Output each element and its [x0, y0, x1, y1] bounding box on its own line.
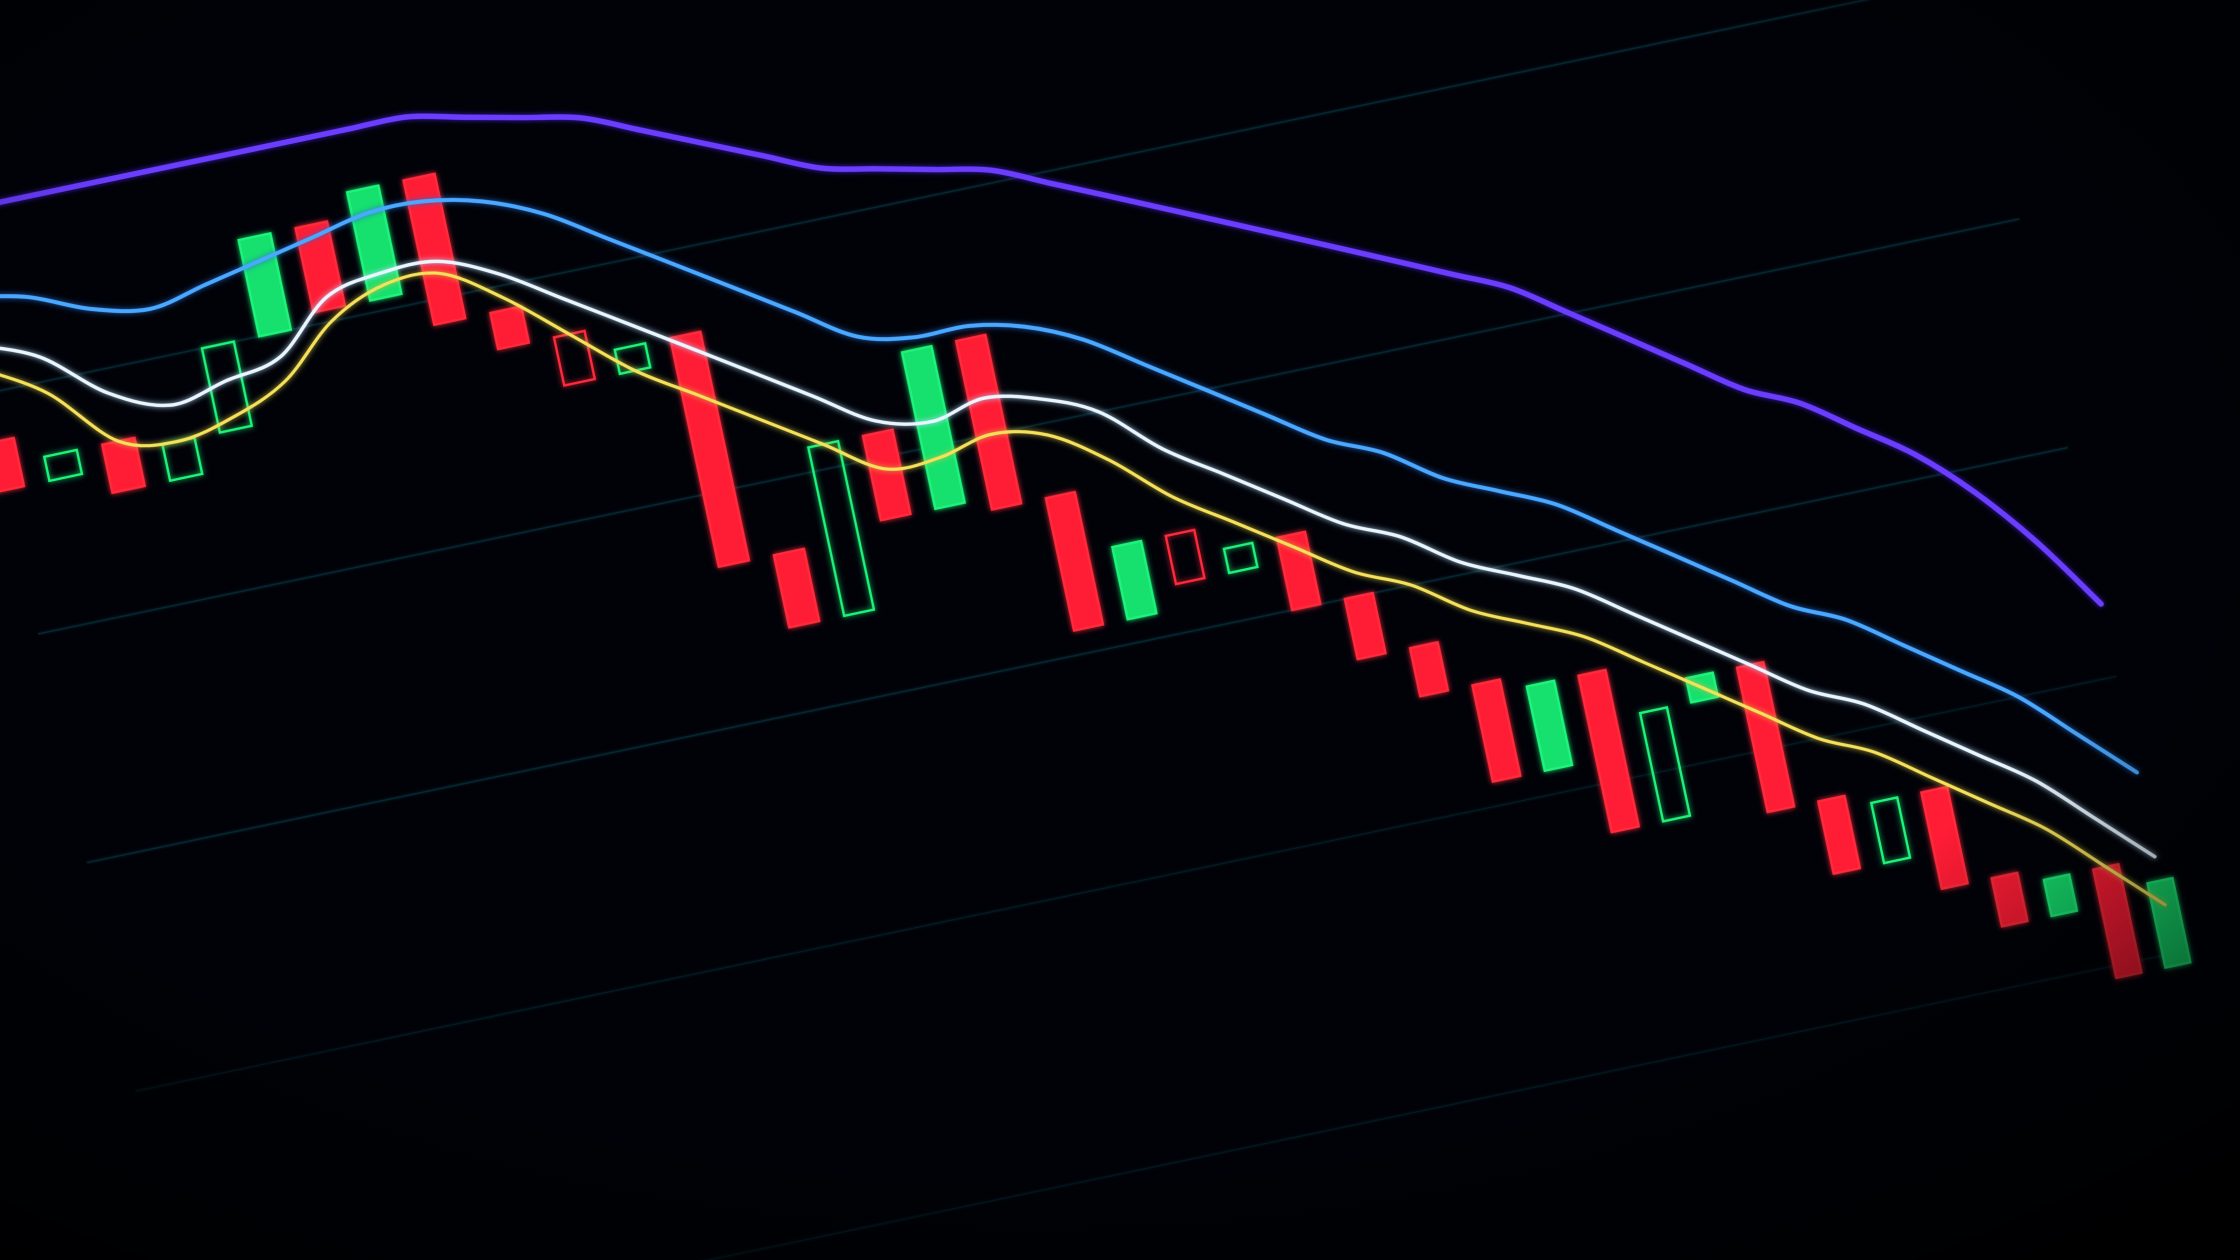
candlestick-chart[interactable]	[0, 0, 2240, 1260]
